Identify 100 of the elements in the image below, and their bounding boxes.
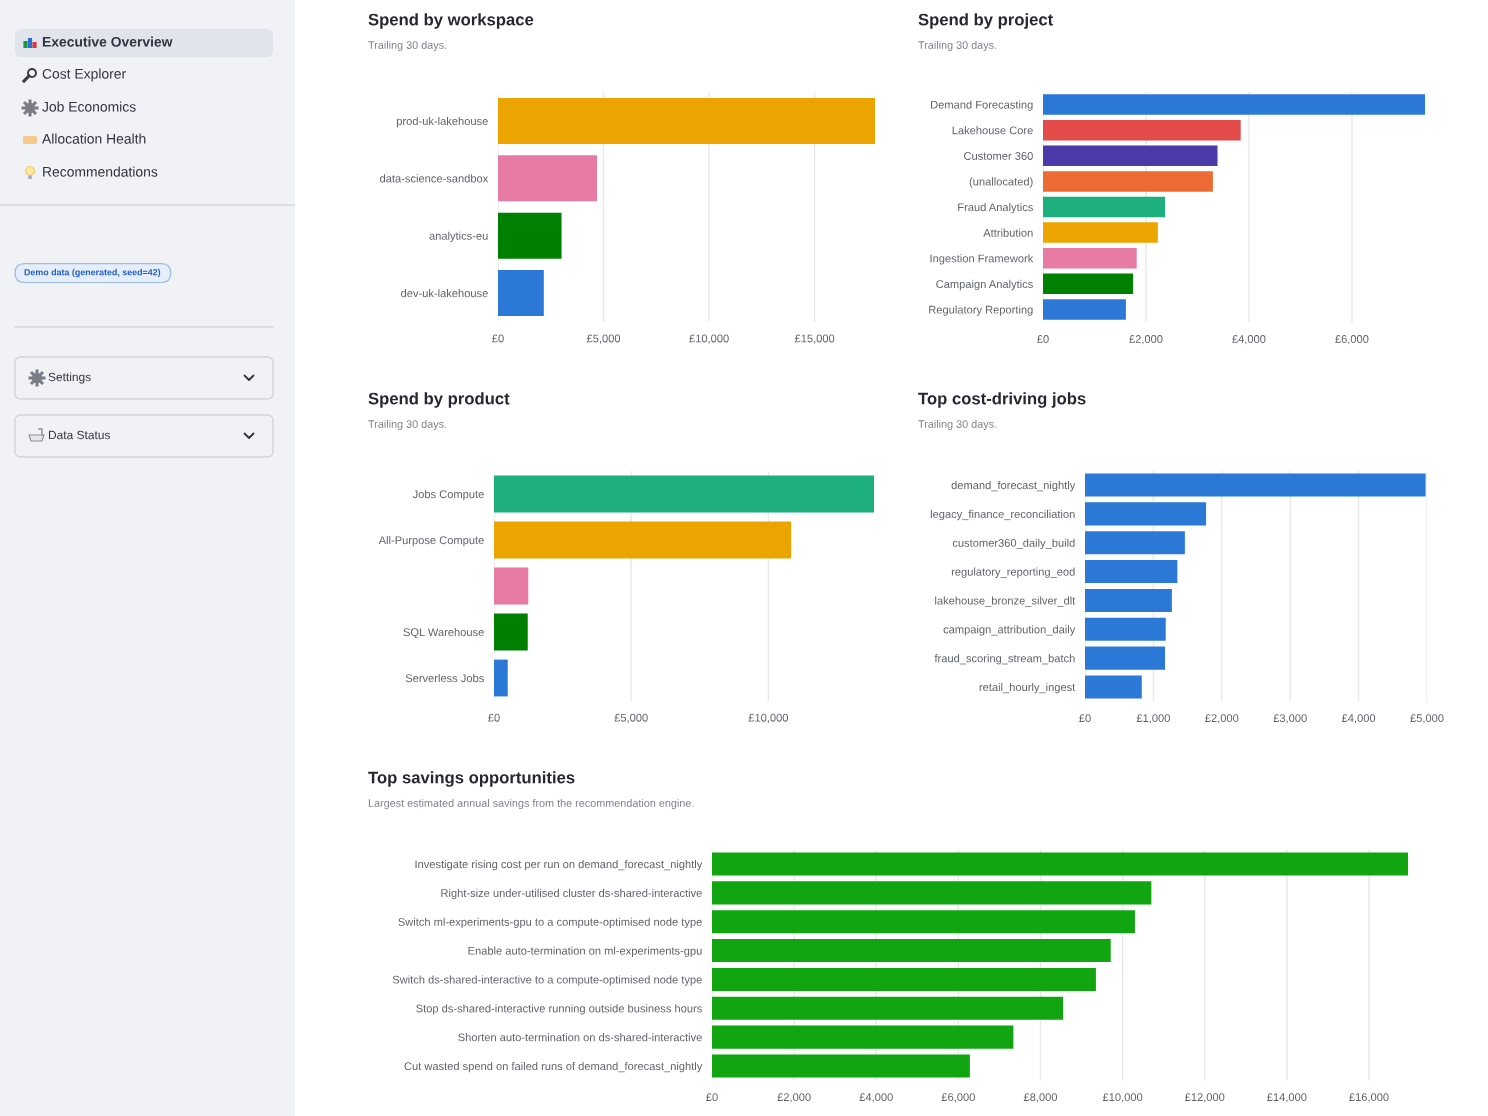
bar <box>498 270 544 317</box>
bar <box>494 521 792 559</box>
bar <box>494 475 874 513</box>
x-tick-label: £10,000 <box>748 713 789 723</box>
x-tick-label: £1,000 <box>1136 714 1170 724</box>
text: Largest estimated annual savings from the recommendation engine. <box>368 798 694 810</box>
x-tick-label: £2,000 <box>1129 335 1163 345</box>
text: Job Economics <box>42 101 136 112</box>
bar <box>1043 145 1218 166</box>
bar <box>1085 531 1185 555</box>
bar <box>1043 222 1158 243</box>
x-tick-label: £6,000 <box>941 1093 975 1103</box>
text: Recommendations <box>43 166 158 177</box>
bar <box>1085 617 1166 641</box>
x-tick-label: £10,000 <box>689 334 729 344</box>
bar <box>1043 119 1241 141</box>
bar <box>712 910 1135 934</box>
y-tick-label: Campaign Analytics <box>936 279 1033 291</box>
bar <box>1085 588 1172 612</box>
y-tick-label: lakehouse_bronze_silver_dlt <box>935 596 1076 607</box>
text: Trailing 30 days. <box>368 40 447 52</box>
x-tick-label: £0 <box>706 1093 718 1102</box>
x-tick-label: £6,000 <box>1335 335 1369 345</box>
bar <box>494 613 528 651</box>
text: Trailing 30 days. <box>368 419 447 431</box>
x-tick-label: £2,000 <box>777 1093 811 1103</box>
bar <box>712 1054 970 1078</box>
x-tick-label: £16,000 <box>1349 1093 1389 1103</box>
y-tick-label: Demand Forecasting <box>931 100 1033 111</box>
x-tick-label: £0 <box>492 334 504 343</box>
bar <box>712 1025 1014 1049</box>
bar <box>712 852 1408 876</box>
bar <box>498 97 875 144</box>
bar <box>1085 675 1142 699</box>
chart-title: Top cost-driving jobs <box>918 392 1086 408</box>
text: Settings <box>48 372 91 384</box>
x-tick-label: £5,000 <box>1410 714 1444 724</box>
x-tick-label: £4,000 <box>1341 714 1376 724</box>
y-tick-label: legacy_finance_reconciliation <box>930 509 1075 521</box>
y-tick-label: Shorten auto-termination on ds-shared-interactive <box>458 1033 702 1042</box>
y-tick-label: Enable auto-termination on ml-experiments-gpu <box>468 946 702 957</box>
text: Demo data (generated, seed=42) <box>24 268 161 278</box>
bar <box>1043 171 1213 192</box>
y-tick-label: Cut wasted spend on failed runs of demand_forecast_nightly <box>404 1061 703 1073</box>
x-tick-label: £8,000 <box>1023 1093 1058 1103</box>
x-tick-label: £5,000 <box>586 334 621 344</box>
y-tick-label: Ingestion Framework <box>930 254 1034 265</box>
y-tick-label: demand_forecast_nightly <box>951 481 1076 492</box>
x-tick-label: £0 <box>1037 335 1049 343</box>
x-tick-label: £4,000 <box>1232 335 1266 345</box>
y-tick-label: customer360_daily_build <box>952 538 1075 550</box>
y-tick-label: data-science-sandbox <box>380 174 489 183</box>
y-tick-label: Right-size under-utilised cluster ds-shared-interactive <box>441 888 702 900</box>
y-tick-label: Lakehouse Core <box>952 126 1033 135</box>
x-tick-label: £0 <box>1079 714 1091 723</box>
bar <box>498 155 597 202</box>
y-tick-label: analytics-eu <box>429 231 488 243</box>
x-tick-label: £3,000 <box>1273 714 1307 724</box>
chart-title: Spend by project <box>918 13 1053 29</box>
text: Executive Overview <box>42 36 173 47</box>
y-tick-label: Customer 360 <box>964 152 1033 160</box>
text: Data Status <box>48 430 110 440</box>
bar <box>712 881 1152 905</box>
y-tick-label: Serverless Jobs <box>405 673 484 683</box>
y-tick-label: fraud_scoring_stream_batch <box>934 654 1075 665</box>
bar <box>1043 248 1137 269</box>
bar <box>1085 560 1178 584</box>
y-tick-label: All-Purpose Compute <box>378 535 484 547</box>
y-tick-label: (unallocated) <box>969 177 1033 188</box>
bar <box>1085 502 1207 526</box>
bar <box>1085 473 1426 497</box>
y-tick-label: Switch ds-shared-interactive to a compute-optimised node type <box>392 975 702 986</box>
bar <box>1043 196 1166 218</box>
x-tick-label: £0 <box>488 713 500 722</box>
y-tick-label: regulatory_reporting_eod <box>951 567 1075 578</box>
y-tick-label: Attribution <box>983 228 1033 237</box>
x-tick-label: £5,000 <box>614 713 648 723</box>
x-tick-label: £2,000 <box>1205 714 1239 724</box>
chart-subtitle: Trailing 30 days. <box>918 40 997 52</box>
y-tick-label: Investigate rising cost per run on demand_forecast_nightly <box>415 860 703 871</box>
y-tick-label: SQL Warehouse <box>403 627 484 639</box>
chart-title: Spend by product <box>368 392 510 408</box>
bar <box>1085 646 1166 670</box>
bar <box>1043 94 1425 115</box>
text: Allocation Health <box>42 133 146 144</box>
y-tick-label: dev-uk-lakehouse <box>401 289 488 298</box>
x-tick-label: £12,000 <box>1184 1093 1225 1103</box>
text: Cost Explorer <box>42 68 126 82</box>
text: Trailing 30 days. <box>918 419 997 431</box>
bar <box>494 659 508 697</box>
y-tick-label: prod-uk-lakehouse <box>396 116 488 128</box>
x-tick-label: £14,000 <box>1267 1093 1307 1103</box>
x-tick-label: £10,000 <box>1102 1093 1143 1103</box>
bar <box>498 212 562 259</box>
y-tick-label: Stop ds-shared-interactive running outside business hours <box>416 1004 702 1015</box>
text: Top savings opportunities <box>368 771 575 787</box>
y-tick-label: retail_hourly_ingest <box>979 682 1076 694</box>
x-tick-label: £4,000 <box>859 1093 893 1103</box>
x-tick-label: £15,000 <box>794 334 835 344</box>
bar <box>712 967 1096 991</box>
